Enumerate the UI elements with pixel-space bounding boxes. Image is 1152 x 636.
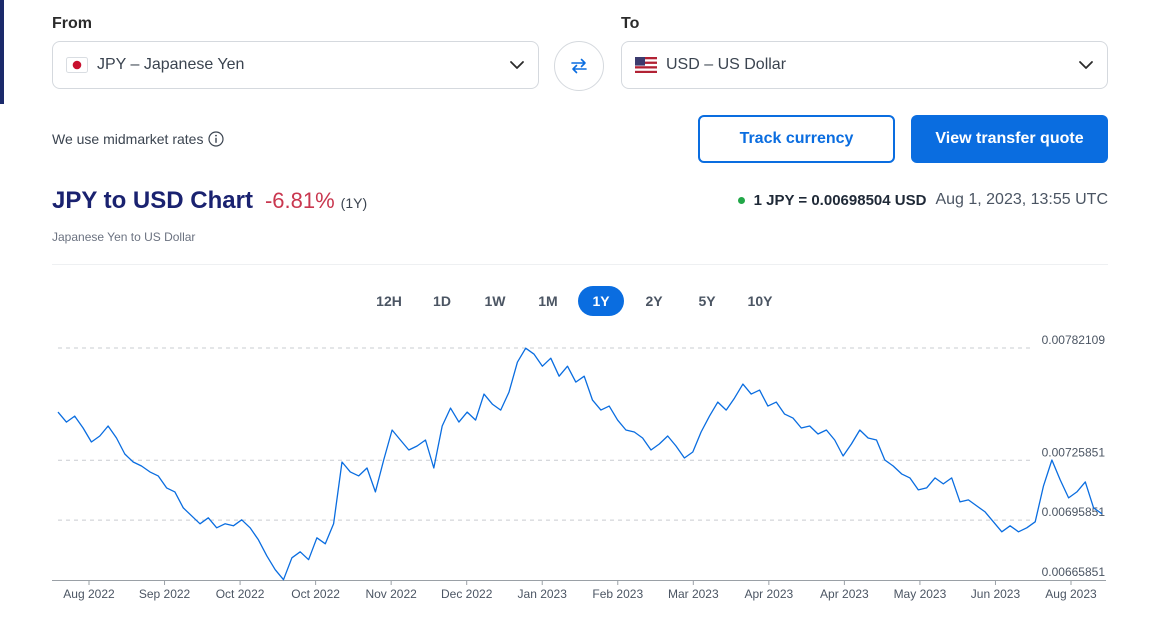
x-tick-label: Dec 2022 [441, 587, 493, 601]
from-currency-select[interactable]: JPY – Japanese Yen [52, 41, 539, 89]
change-percent: -6.81% [264, 188, 335, 213]
rate-value: 1 JPY = 0.00698504 USD [753, 191, 927, 209]
x-tick-label: Nov 2022 [365, 587, 417, 601]
chevron-down-icon [510, 61, 524, 69]
live-status-dot [737, 196, 745, 204]
period-button-5y[interactable]: 5Y [698, 293, 716, 309]
to-currency-value: USD – US Dollar [666, 56, 787, 73]
midmarket-rates-note: We use midmarket rates [52, 131, 225, 147]
chart-heading: JPY to USD Chart -6.81% (1Y) [52, 187, 367, 215]
x-tick-label: Oct 2022 [291, 587, 340, 601]
x-tick-label: Jan 2023 [518, 587, 568, 601]
period-button-1y[interactable]: 1Y [578, 286, 624, 316]
period-button-1w[interactable]: 1W [484, 293, 506, 309]
y-tick-label: 0.00782109 [1042, 333, 1106, 347]
japan-flag-icon [66, 57, 88, 73]
y-tick-label: 0.00665851 [1042, 565, 1106, 579]
x-tick-label: May 2023 [894, 587, 947, 601]
series-line-0 [57, 347, 1103, 581]
midmarket-text: We use midmarket rates [52, 131, 204, 147]
divider [52, 264, 1108, 265]
period-selector: 12H 1D 1W 1M 1Y 2Y 5Y 10Y [366, 286, 790, 316]
change-period: (1Y) [340, 195, 368, 211]
x-tick-label: Sep 2022 [139, 587, 191, 601]
period-button-1m[interactable]: 1M [538, 293, 558, 309]
y-tick-label: 0.00725851 [1042, 445, 1106, 459]
x-tick-label: Oct 2022 [216, 587, 265, 601]
to-label: To [621, 15, 640, 32]
chart-subtitle: Japanese Yen to US Dollar [52, 230, 196, 244]
x-tick-label: Jun 2023 [971, 587, 1021, 601]
x-tick-label: Apr 2023 [820, 587, 869, 601]
from-currency-value: JPY – Japanese Yen [97, 56, 245, 73]
swap-arrows-icon [571, 58, 587, 74]
y-tick-label: 0.00695851 [1042, 505, 1106, 519]
x-tick-label: Feb 2023 [592, 587, 643, 601]
us-flag-icon [635, 57, 657, 73]
x-tick-label: Apr 2023 [744, 587, 793, 601]
live-rate: 1 JPY = 0.00698504 USD Aug 1, 2023, 13:5… [737, 191, 1108, 209]
view-transfer-quote-button[interactable]: View transfer quote [911, 115, 1108, 163]
rate-timestamp: Aug 1, 2023, 13:55 UTC [935, 191, 1108, 208]
track-currency-button[interactable]: Track currency [698, 115, 895, 163]
period-button-12h[interactable]: 12H [376, 293, 402, 309]
x-tick-label: Mar 2023 [668, 587, 719, 601]
from-label: From [52, 15, 92, 32]
rate-chart[interactable]: 0.00782109 0.00725851 0.00695851 0.00665851… [0, 330, 1152, 636]
page-edge-strip [0, 0, 4, 104]
period-button-10y[interactable]: 10Y [747, 293, 773, 309]
swap-currencies-button[interactable] [554, 41, 604, 91]
chevron-down-icon [1079, 61, 1093, 69]
x-tick-label: Aug 2022 [63, 587, 115, 601]
x-tick-label: Aug 2023 [1045, 587, 1097, 601]
to-currency-select[interactable]: USD – US Dollar [621, 41, 1108, 89]
page-title: JPY to USD Chart [52, 187, 253, 214]
period-button-2y[interactable]: 2Y [645, 293, 663, 309]
info-icon[interactable] [208, 131, 225, 147]
period-button-1d[interactable]: 1D [433, 293, 451, 309]
